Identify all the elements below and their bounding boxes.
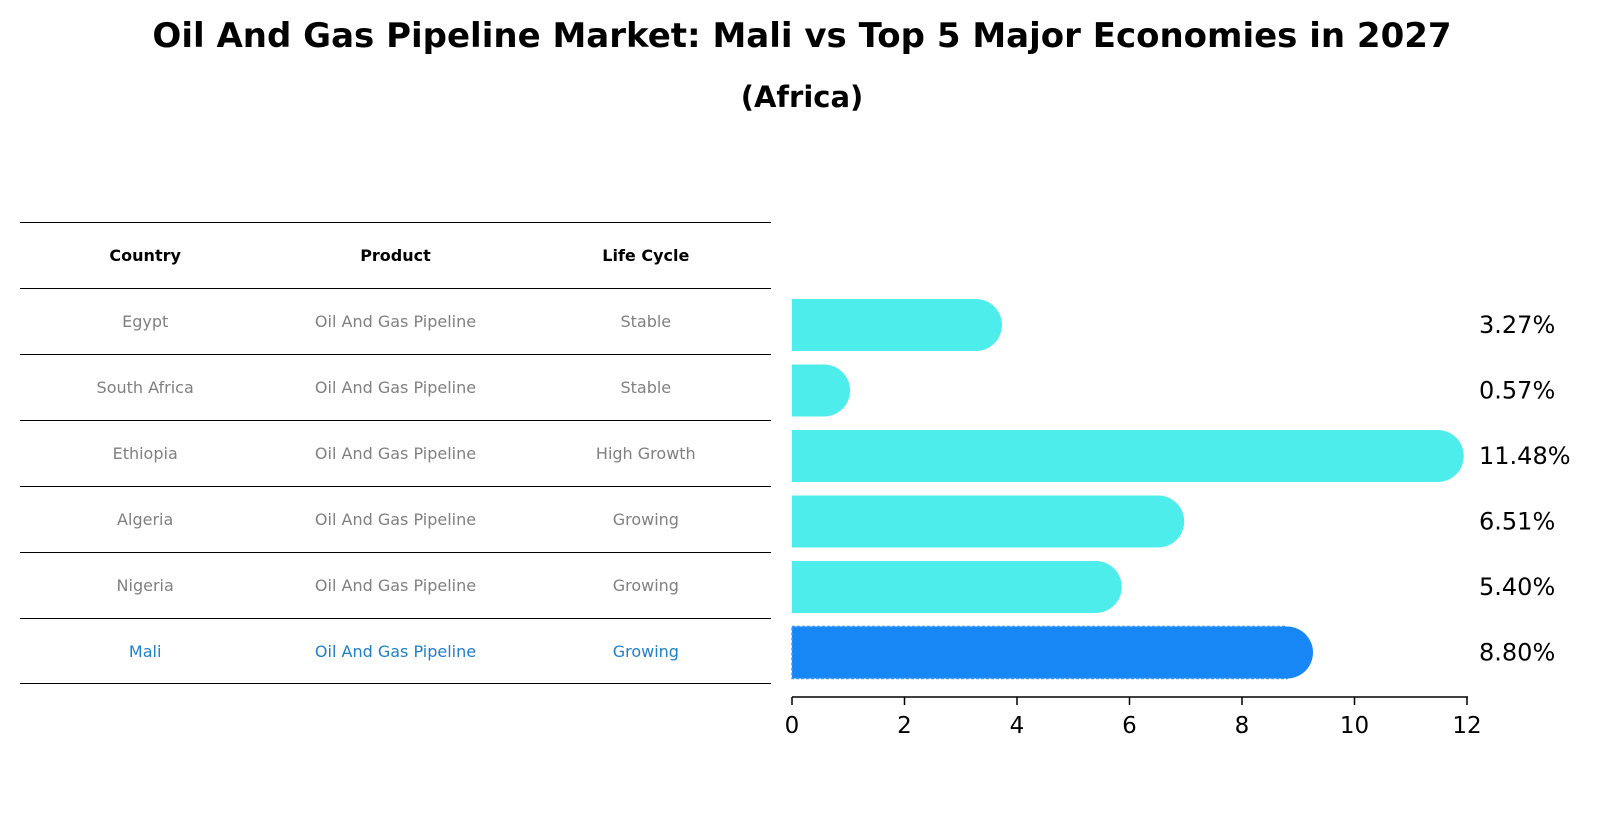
bar-mali — [791, 625, 1288, 680]
data-table: Country Product Life Cycle Egypt Oil And… — [20, 222, 771, 684]
value-label: 0.57% — [1479, 377, 1555, 405]
bar-cap-algeria — [1132, 495, 1185, 548]
table-header-row: Country Product Life Cycle — [20, 222, 771, 288]
country-cell: Algeria — [117, 510, 174, 529]
life-cycle-cell: Growing — [612, 510, 679, 529]
x-tick-label: 4 — [1010, 713, 1025, 739]
life-cycle-cell: Stable — [620, 312, 672, 331]
value-label: 6.51% — [1479, 508, 1555, 536]
table-row-highlight: Mali Oil And Gas Pipeline Growing — [20, 618, 771, 684]
table-row: Ethiopia Oil And Gas Pipeline High Growt… — [20, 420, 771, 486]
x-ticks-group: 0 2 4 6 8 10 12 — [785, 697, 1482, 739]
bars-group — [791, 299, 1464, 680]
bar-ethiopia — [792, 430, 1438, 482]
country-cell: Ethiopia — [112, 444, 178, 463]
country-cell: South Africa — [96, 378, 194, 397]
x-tick-label: 10 — [1340, 713, 1369, 739]
chart-subtitle: (Africa) — [740, 80, 864, 114]
header-product: Product — [360, 246, 431, 265]
x-tick-label: 12 — [1452, 713, 1481, 739]
table-row: South Africa Oil And Gas Pipeline Stable — [20, 354, 771, 420]
bar-egypt — [792, 299, 976, 351]
product-cell: Oil And Gas Pipeline — [314, 510, 477, 529]
life-cycle-cell: Stable — [620, 378, 672, 397]
product-cell: Oil And Gas Pipeline — [314, 576, 477, 595]
product-cell: Oil And Gas Pipeline — [314, 641, 477, 661]
value-label: 8.80% — [1479, 639, 1555, 667]
life-cycle-cell: High Growth — [595, 444, 696, 463]
bar-cap-mali — [1261, 626, 1313, 679]
x-tick-label: 0 — [785, 713, 800, 739]
product-cell: Oil And Gas Pipeline — [314, 378, 477, 397]
country-cell: Egypt — [122, 312, 169, 331]
bar-cap-south-africa — [798, 364, 851, 417]
x-tick-label: 2 — [897, 713, 912, 739]
x-tick-label: 8 — [1235, 713, 1250, 739]
value-labels-group: 3.27% 0.57% 11.48% 6.51% 5.40% 8.80% — [1479, 311, 1571, 667]
x-tick-label: 6 — [1122, 713, 1137, 739]
product-cell: Oil And Gas Pipeline — [314, 312, 477, 331]
header-life-cycle: Life Cycle — [602, 246, 690, 265]
bar-cap-ethiopia — [1411, 430, 1464, 482]
product-cell: Oil And Gas Pipeline — [314, 444, 477, 463]
life-cycle-cell: Growing — [612, 641, 679, 661]
table-row: Egypt Oil And Gas Pipeline Stable — [20, 288, 771, 354]
table-row: Algeria Oil And Gas Pipeline Growing — [20, 486, 771, 552]
country-cell: Mali — [128, 641, 162, 661]
bar-cap-nigeria — [1069, 561, 1122, 613]
header-country: Country — [109, 246, 181, 265]
value-label: 5.40% — [1479, 573, 1555, 601]
value-label: 3.27% — [1479, 311, 1555, 339]
bar-nigeria — [792, 561, 1096, 613]
country-cell: Nigeria — [116, 576, 174, 595]
value-label: 11.48% — [1479, 442, 1571, 470]
bar-algeria — [792, 495, 1159, 548]
chart-title: Oil And Gas Pipeline Market: Mali vs Top… — [152, 16, 1452, 56]
table-row: Nigeria Oil And Gas Pipeline Growing — [20, 552, 771, 618]
life-cycle-cell: Growing — [612, 576, 679, 595]
bar-cap-egypt — [949, 299, 1002, 351]
